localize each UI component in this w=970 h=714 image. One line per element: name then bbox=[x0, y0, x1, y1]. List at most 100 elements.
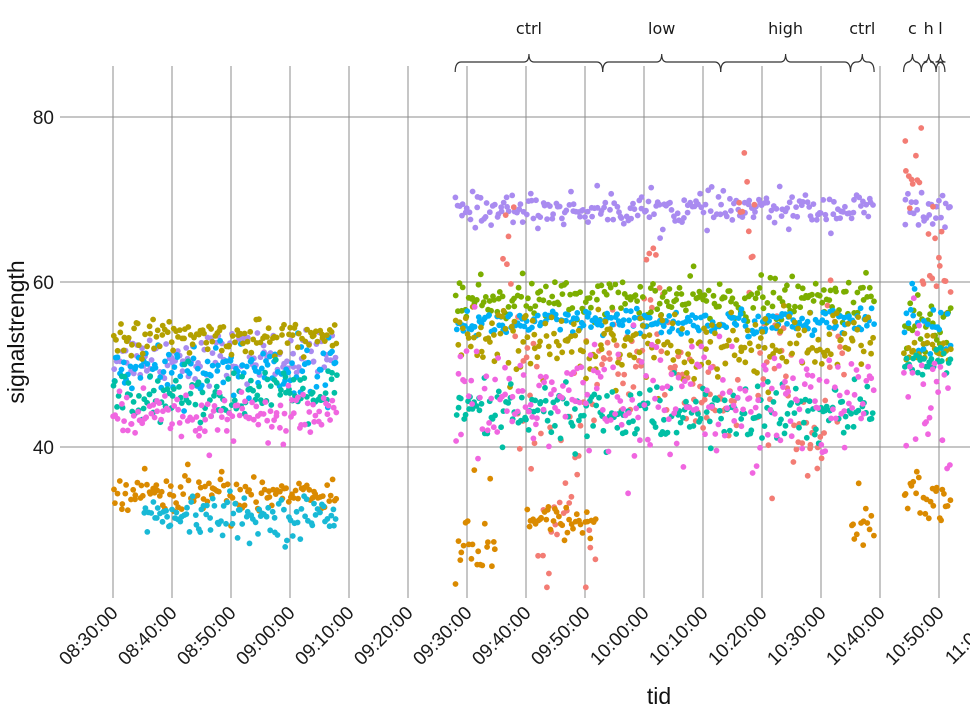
data-point bbox=[570, 525, 576, 532]
data-point bbox=[701, 292, 708, 298]
data-point bbox=[739, 214, 746, 221]
data-point bbox=[906, 205, 913, 212]
data-point bbox=[330, 404, 337, 411]
data-point bbox=[729, 295, 736, 302]
data-point bbox=[813, 216, 820, 223]
data-point bbox=[659, 226, 666, 233]
data-point bbox=[300, 385, 306, 392]
data-point bbox=[545, 504, 552, 510]
data-point bbox=[793, 446, 800, 453]
data-point bbox=[150, 316, 157, 323]
data-point bbox=[785, 303, 792, 309]
data-point bbox=[266, 339, 273, 345]
data-point bbox=[763, 195, 770, 202]
data-point bbox=[590, 423, 596, 429]
data-point bbox=[203, 339, 210, 346]
data-point bbox=[204, 401, 211, 408]
data-point bbox=[764, 300, 771, 306]
data-point bbox=[684, 209, 691, 216]
data-point bbox=[769, 495, 775, 502]
data-point bbox=[485, 539, 491, 546]
data-point bbox=[790, 375, 796, 382]
data-point bbox=[615, 351, 622, 358]
data-point bbox=[224, 416, 231, 423]
data-point bbox=[702, 312, 709, 319]
data-point bbox=[538, 430, 544, 437]
data-point bbox=[490, 539, 497, 545]
data-point bbox=[720, 377, 726, 383]
data-point bbox=[584, 391, 591, 398]
data-point bbox=[256, 506, 262, 513]
data-point bbox=[534, 354, 541, 361]
data-point bbox=[534, 312, 541, 319]
data-point bbox=[509, 393, 516, 400]
data-point bbox=[594, 296, 600, 303]
data-point bbox=[516, 445, 523, 452]
data-point bbox=[238, 389, 245, 395]
data-point bbox=[530, 435, 537, 442]
data-point bbox=[938, 517, 944, 524]
data-point bbox=[800, 419, 807, 426]
data-point bbox=[933, 484, 940, 491]
data-point bbox=[759, 329, 766, 335]
data-point bbox=[741, 344, 748, 351]
data-point bbox=[723, 342, 730, 349]
data-point bbox=[683, 307, 689, 314]
data-point bbox=[294, 344, 301, 351]
data-point bbox=[613, 342, 620, 349]
data-point bbox=[588, 304, 594, 311]
data-point bbox=[256, 383, 262, 390]
data-point bbox=[871, 321, 877, 327]
x-tick-label: 08:30:00 bbox=[55, 603, 122, 670]
data-point bbox=[786, 313, 792, 320]
y-tick-label: 80 bbox=[33, 108, 54, 129]
data-point bbox=[112, 500, 118, 506]
data-point bbox=[289, 332, 296, 339]
data-point bbox=[486, 420, 492, 426]
data-point bbox=[559, 394, 565, 401]
data-point bbox=[751, 201, 758, 208]
data-point bbox=[802, 192, 809, 199]
data-point bbox=[669, 320, 676, 327]
data-point bbox=[197, 529, 204, 535]
data-point bbox=[902, 196, 909, 203]
data-point bbox=[764, 431, 771, 438]
data-point bbox=[608, 314, 615, 321]
data-point bbox=[518, 394, 525, 401]
data-point bbox=[862, 505, 869, 512]
data-point bbox=[913, 152, 919, 159]
data-point bbox=[575, 327, 582, 334]
data-point bbox=[491, 332, 497, 338]
data-point bbox=[828, 230, 834, 237]
data-point bbox=[550, 211, 556, 218]
data-point bbox=[646, 250, 653, 257]
data-point bbox=[812, 398, 818, 404]
data-point bbox=[937, 344, 944, 351]
data-point bbox=[736, 356, 742, 363]
data-point bbox=[947, 462, 953, 468]
data-point bbox=[733, 431, 740, 437]
data-point bbox=[733, 322, 740, 328]
data-point bbox=[756, 285, 763, 291]
data-point bbox=[618, 421, 625, 428]
data-point bbox=[255, 421, 262, 428]
data-point bbox=[714, 397, 721, 403]
data-point bbox=[248, 349, 255, 356]
data-point bbox=[841, 444, 848, 451]
data-point bbox=[686, 404, 693, 411]
data-point bbox=[688, 358, 695, 365]
data-point bbox=[801, 381, 808, 388]
x-tick-label: 11:00:00 bbox=[941, 603, 970, 669]
data-point bbox=[511, 318, 518, 325]
data-point bbox=[714, 366, 720, 372]
data-point bbox=[536, 343, 542, 349]
data-point bbox=[548, 429, 555, 436]
data-point bbox=[796, 406, 803, 413]
data-point bbox=[176, 384, 182, 390]
data-point bbox=[598, 346, 605, 353]
data-point bbox=[302, 338, 309, 345]
data-point bbox=[918, 189, 925, 196]
data-point bbox=[773, 205, 780, 212]
data-point bbox=[739, 208, 746, 215]
data-point bbox=[212, 345, 219, 351]
